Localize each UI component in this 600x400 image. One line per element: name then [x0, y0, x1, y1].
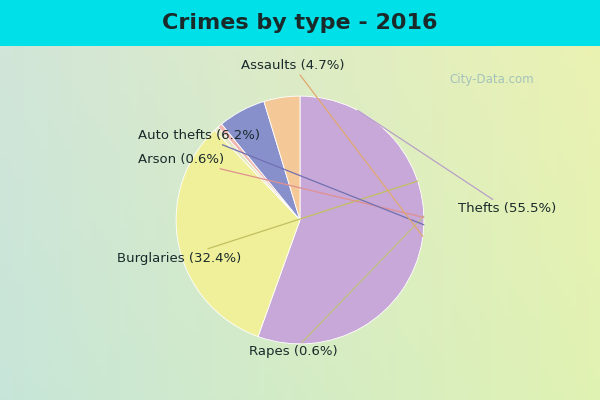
Wedge shape	[176, 130, 300, 336]
Text: Auto thefts (6.2%): Auto thefts (6.2%)	[138, 129, 424, 225]
Text: Thefts (55.5%): Thefts (55.5%)	[358, 110, 556, 215]
Wedge shape	[215, 127, 300, 220]
Text: Rapes (0.6%): Rapes (0.6%)	[248, 216, 424, 358]
Text: Arson (0.6%): Arson (0.6%)	[138, 153, 424, 218]
Wedge shape	[218, 124, 300, 220]
Wedge shape	[221, 102, 300, 220]
Text: Crimes by type - 2016: Crimes by type - 2016	[162, 13, 438, 33]
Text: Burglaries (32.4%): Burglaries (32.4%)	[117, 181, 418, 264]
Text: City-Data.com: City-Data.com	[449, 74, 535, 86]
Wedge shape	[258, 96, 424, 344]
Wedge shape	[264, 96, 300, 220]
Text: Assaults (4.7%): Assaults (4.7%)	[241, 59, 423, 236]
